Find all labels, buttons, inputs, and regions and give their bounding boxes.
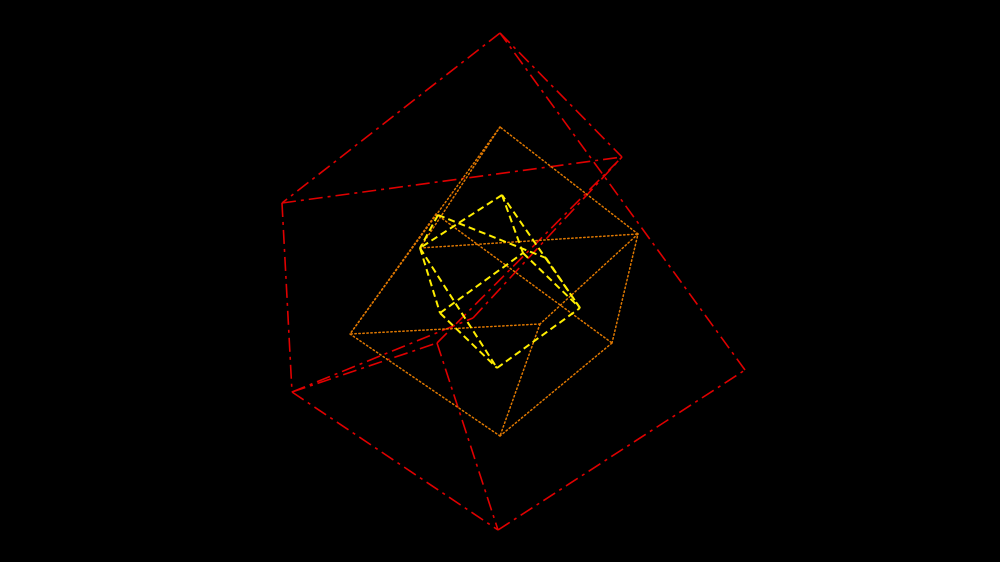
outer-cube-edge-6: [499, 32, 623, 158]
middle-cube-edge-10: [349, 323, 541, 335]
middle-cube-edge-12: [419, 126, 501, 249]
inner-cube-edge-7: [439, 312, 498, 369]
middle-cube-edge-5: [499, 126, 639, 235]
inner-cube: [419, 194, 581, 369]
inner-cube-edge-3: [496, 307, 581, 369]
outer-cube-edge-11: [291, 317, 474, 393]
inner-cube-edge-6: [419, 247, 441, 314]
inner-cube-edge-9: [522, 252, 581, 309]
outer-cube-edge-7: [281, 156, 623, 204]
inner-cube-edge-12: [545, 257, 581, 309]
middle-cube-edge-6: [435, 213, 613, 344]
outer-cube: [281, 32, 746, 531]
inner-cube-edge-1: [419, 194, 503, 249]
inner-cube-edge-5: [439, 252, 524, 314]
middle-cube-edge-3: [499, 342, 613, 437]
outer-cube-edge-5: [499, 32, 746, 371]
outer-cube-edge-9: [436, 156, 623, 344]
outer-cube-edge-10: [436, 342, 499, 531]
middle-cube-edge-7: [349, 213, 437, 335]
outer-cube-edge-2: [281, 202, 293, 393]
middle-cube-edge-4: [611, 233, 639, 344]
outer-cube-edge-4: [497, 369, 746, 531]
middle-cube-edge-11: [419, 233, 639, 249]
inner-cube-edge-10: [437, 214, 547, 259]
inner-cube-edge-11: [419, 214, 439, 249]
outer-cube-edge-12: [472, 156, 623, 319]
inner-cube-edge-2: [419, 247, 498, 369]
outer-cube-edge-8: [291, 342, 438, 393]
outer-cube-edge-1: [281, 32, 501, 204]
middle-cube: [349, 126, 639, 437]
